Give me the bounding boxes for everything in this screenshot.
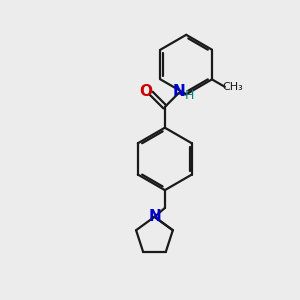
Text: O: O xyxy=(140,84,152,99)
Text: H: H xyxy=(185,89,194,102)
Text: N: N xyxy=(172,84,185,99)
Text: CH₃: CH₃ xyxy=(223,82,243,92)
Text: N: N xyxy=(149,209,161,224)
